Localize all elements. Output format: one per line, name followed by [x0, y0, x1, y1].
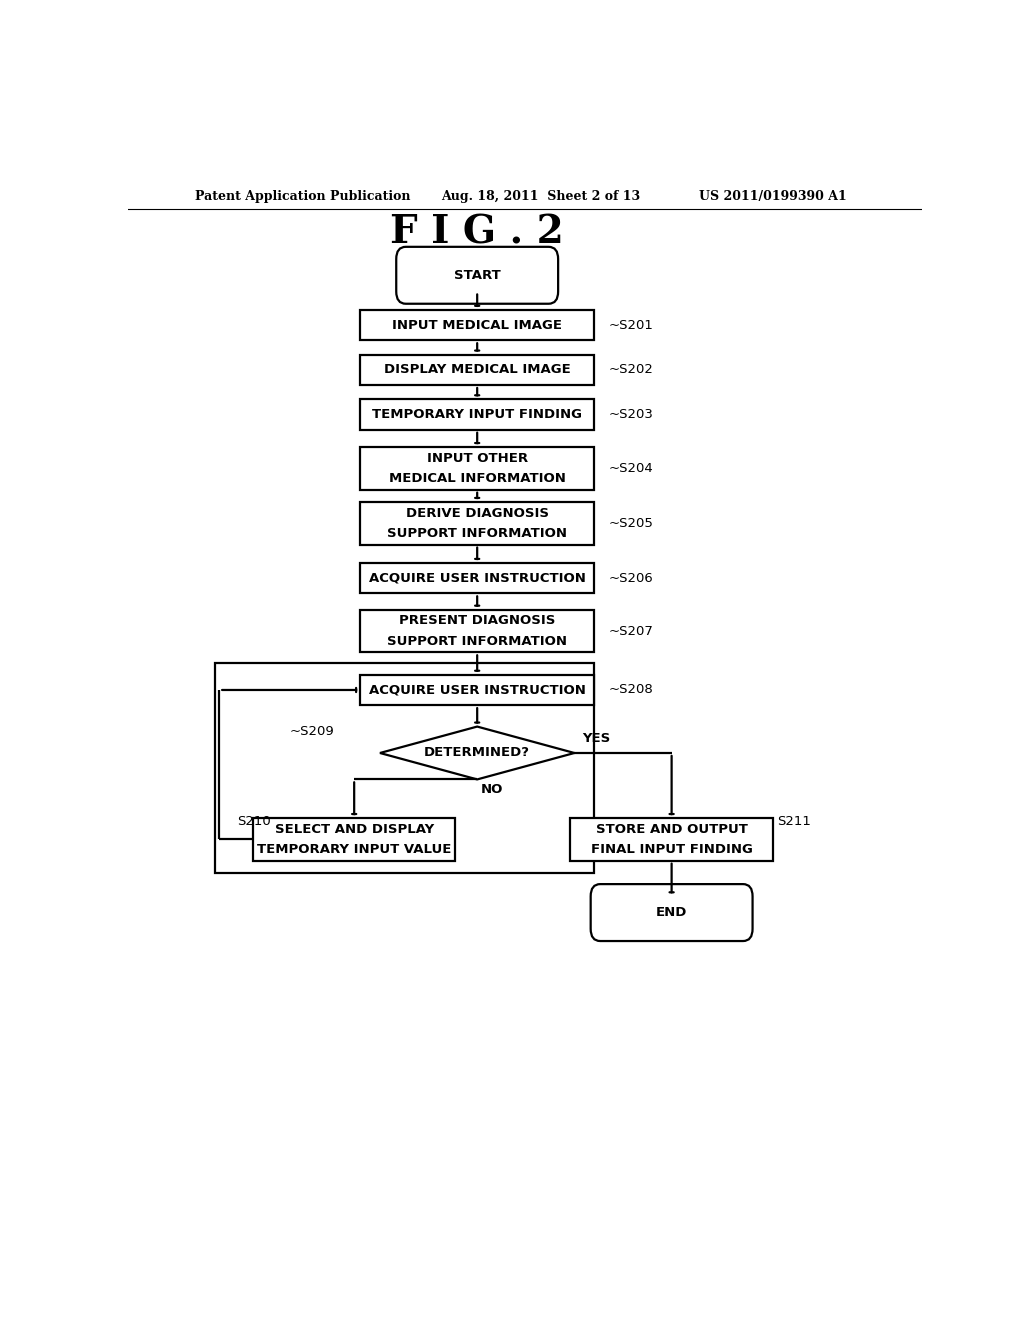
- Text: NO: NO: [481, 784, 504, 796]
- Text: S210: S210: [238, 814, 271, 828]
- Text: F I G . 2: F I G . 2: [390, 214, 564, 252]
- Text: Patent Application Publication: Patent Application Publication: [196, 190, 411, 202]
- Text: START: START: [454, 269, 501, 281]
- Bar: [215, 663, 594, 873]
- Text: ACQUIRE USER INSTRUCTION: ACQUIRE USER INSTRUCTION: [369, 572, 586, 585]
- Bar: [360, 310, 594, 341]
- Text: Aug. 18, 2011  Sheet 2 of 13: Aug. 18, 2011 Sheet 2 of 13: [441, 190, 641, 202]
- Bar: [360, 399, 594, 430]
- Bar: [360, 447, 594, 490]
- Text: TEMPORARY INPUT VALUE: TEMPORARY INPUT VALUE: [257, 843, 452, 857]
- Text: SUPPORT INFORMATION: SUPPORT INFORMATION: [387, 635, 567, 648]
- Text: ~S206: ~S206: [608, 572, 653, 585]
- Text: FINAL INPUT FINDING: FINAL INPUT FINDING: [591, 843, 753, 857]
- Text: PRESENT DIAGNOSIS: PRESENT DIAGNOSIS: [399, 614, 555, 627]
- Text: ~S208: ~S208: [608, 684, 653, 697]
- Text: ~S203: ~S203: [608, 408, 653, 421]
- Text: MEDICAL INFORMATION: MEDICAL INFORMATION: [389, 473, 565, 484]
- Text: ~S202: ~S202: [608, 363, 653, 376]
- Bar: [570, 818, 773, 861]
- Text: STORE AND OUTPUT: STORE AND OUTPUT: [596, 822, 748, 836]
- Text: TEMPORARY INPUT FINDING: TEMPORARY INPUT FINDING: [372, 408, 583, 421]
- Bar: [360, 562, 594, 594]
- Bar: [360, 675, 594, 705]
- FancyBboxPatch shape: [591, 884, 753, 941]
- Bar: [360, 610, 594, 652]
- Text: ACQUIRE USER INSTRUCTION: ACQUIRE USER INSTRUCTION: [369, 684, 586, 697]
- Text: YES: YES: [583, 731, 610, 744]
- Polygon shape: [380, 726, 574, 779]
- FancyBboxPatch shape: [396, 247, 558, 304]
- Bar: [360, 355, 594, 385]
- Text: DISPLAY MEDICAL IMAGE: DISPLAY MEDICAL IMAGE: [384, 363, 570, 376]
- Bar: [253, 818, 456, 861]
- Text: ~S207: ~S207: [608, 624, 653, 638]
- Text: SELECT AND DISPLAY: SELECT AND DISPLAY: [274, 822, 434, 836]
- Text: ~S205: ~S205: [608, 517, 653, 529]
- Text: DETERMINED?: DETERMINED?: [424, 747, 530, 759]
- Text: SUPPORT INFORMATION: SUPPORT INFORMATION: [387, 527, 567, 540]
- Text: INPUT MEDICAL IMAGE: INPUT MEDICAL IMAGE: [392, 318, 562, 331]
- Text: DERIVE DIAGNOSIS: DERIVE DIAGNOSIS: [406, 507, 549, 520]
- Text: US 2011/0199390 A1: US 2011/0199390 A1: [699, 190, 847, 202]
- Text: ~S201: ~S201: [608, 318, 653, 331]
- Text: INPUT OTHER: INPUT OTHER: [427, 451, 527, 465]
- Text: S211: S211: [777, 814, 811, 828]
- Text: ~S204: ~S204: [608, 462, 653, 475]
- Bar: [360, 502, 594, 545]
- Text: END: END: [656, 906, 687, 919]
- Text: ~S209: ~S209: [290, 725, 334, 738]
